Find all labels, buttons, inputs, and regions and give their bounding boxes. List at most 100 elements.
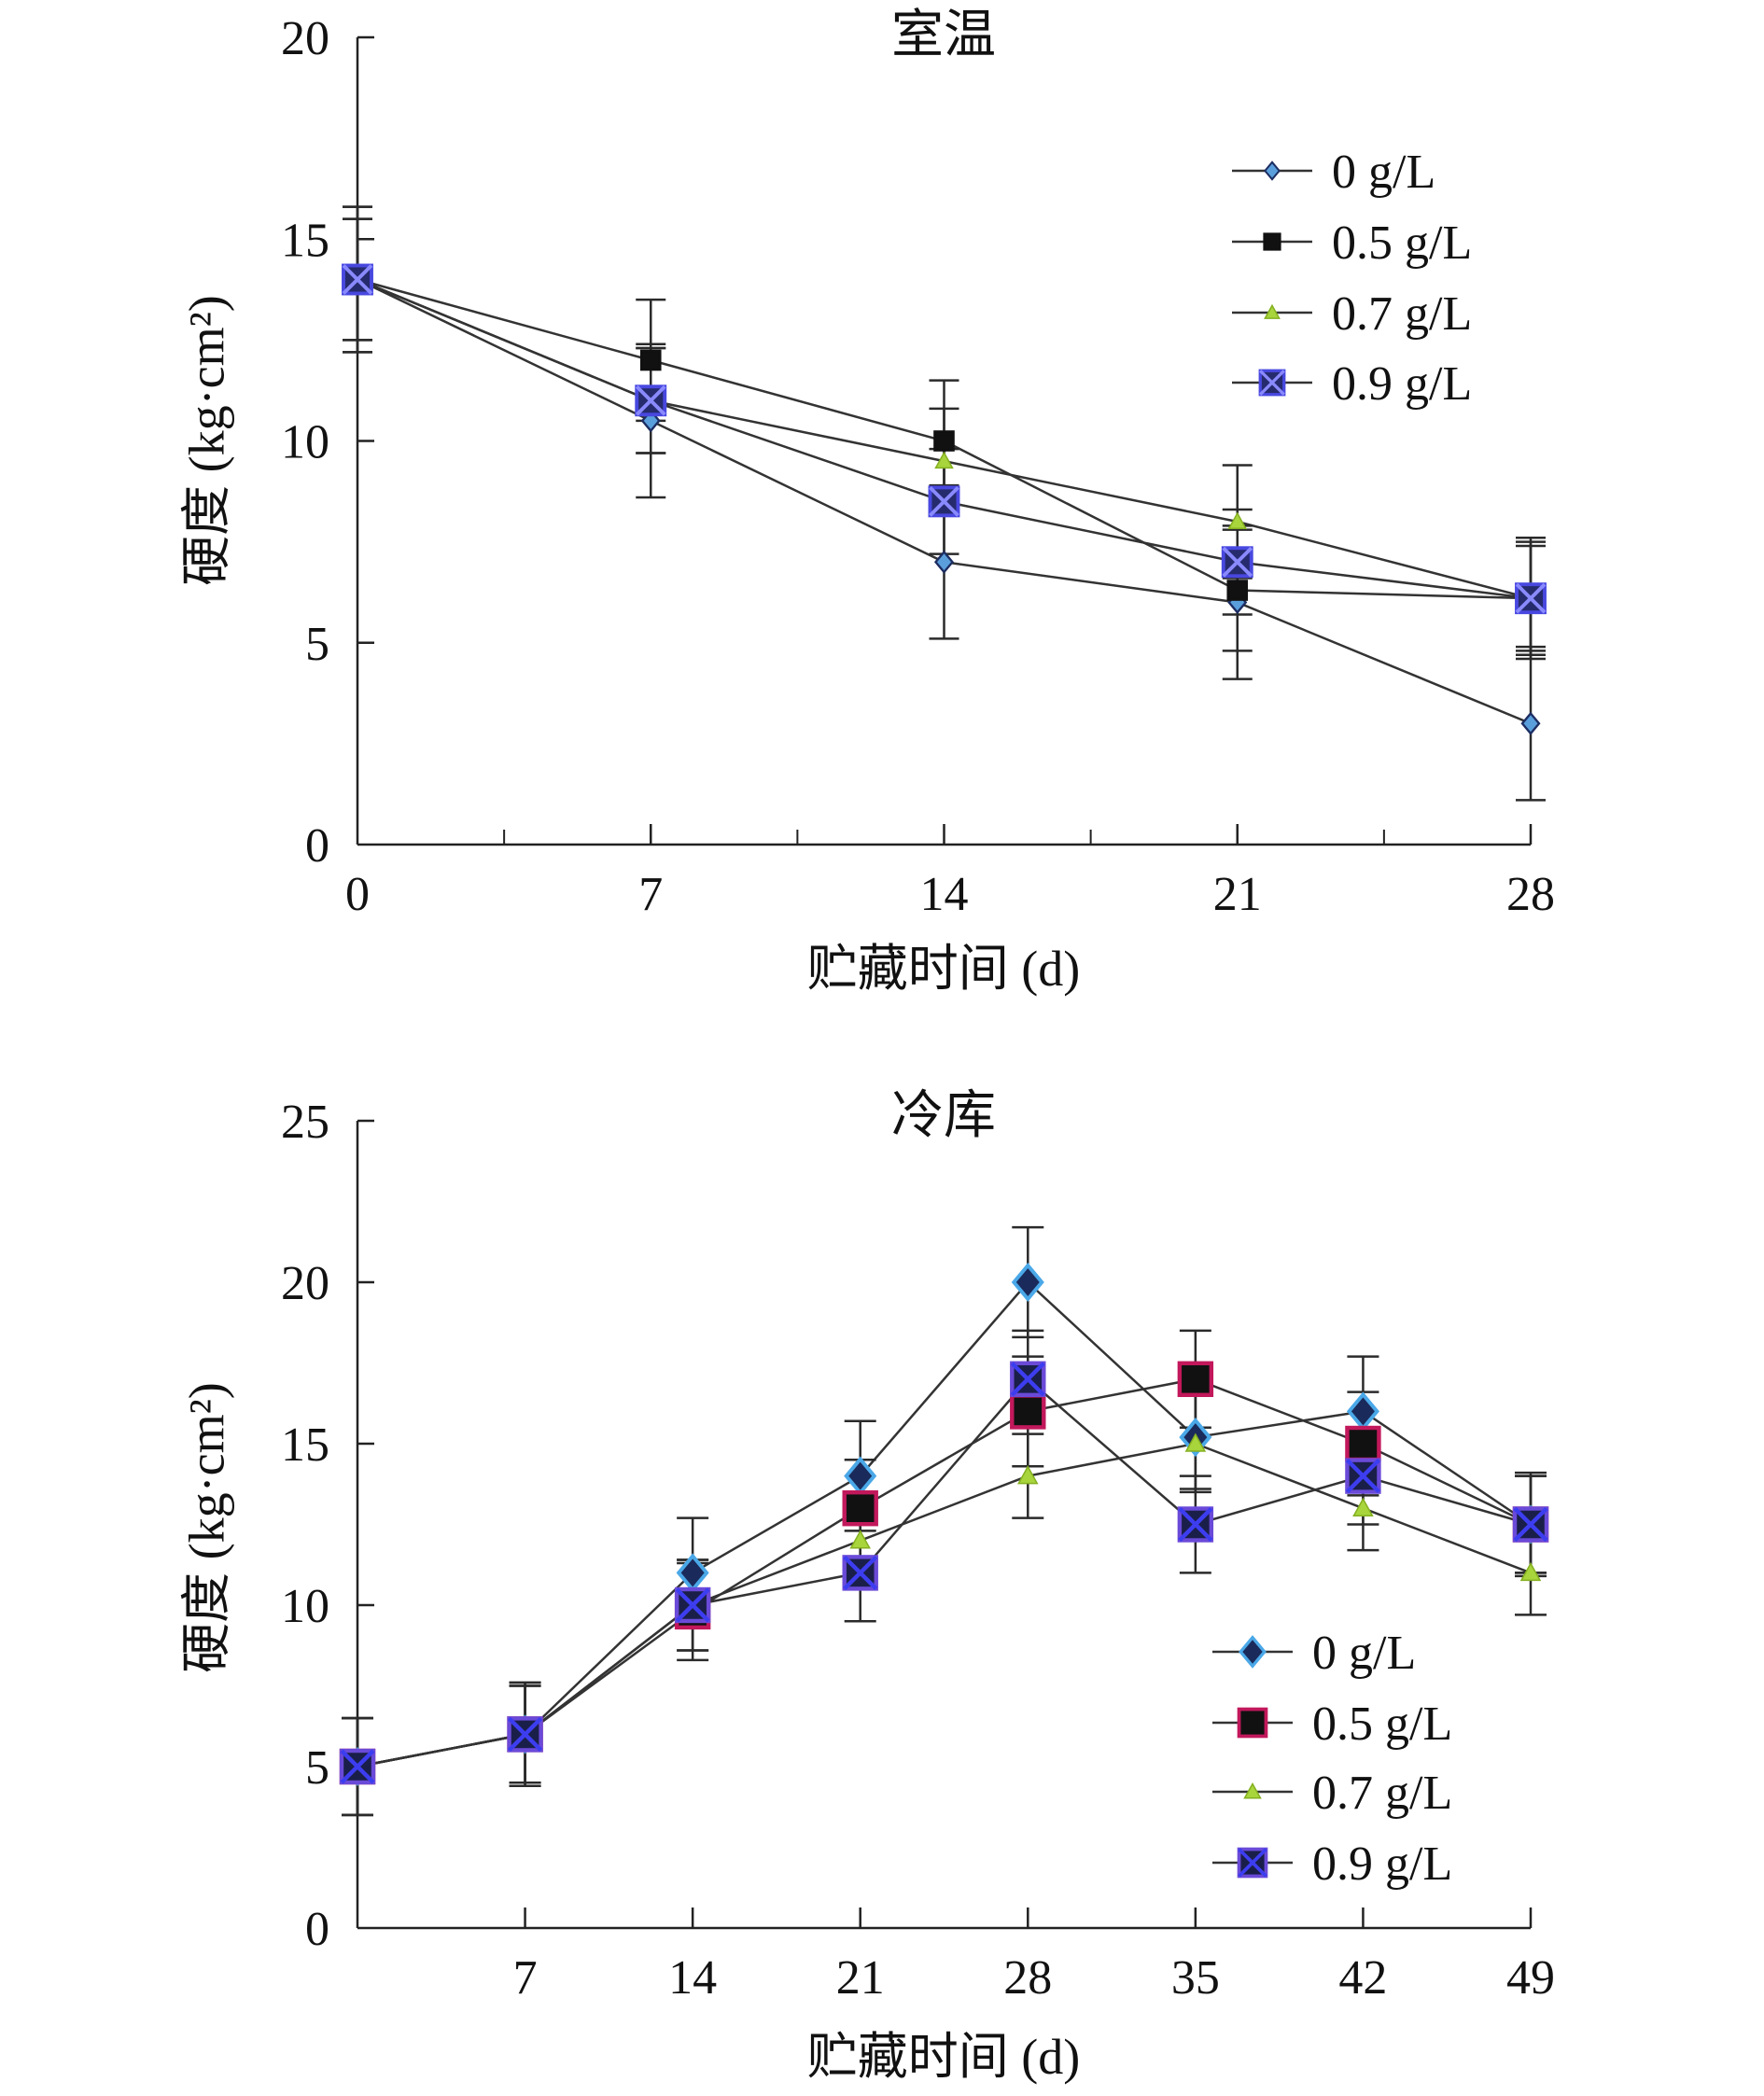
data-point (507, 1716, 543, 1753)
cross-stroke (1010, 1362, 1045, 1397)
square-marker (1345, 1425, 1381, 1462)
cross-stroke (340, 1749, 375, 1784)
x-tick-label: 49 (1506, 1951, 1555, 2005)
data-point (842, 1489, 878, 1527)
cross-stroke (508, 1716, 543, 1752)
data-point (1264, 161, 1281, 181)
y-tick-label: 10 (281, 1580, 329, 1633)
data-point (1184, 1432, 1207, 1452)
triangle-marker (1352, 1497, 1374, 1516)
y-tick-label: 0 (305, 819, 329, 873)
data-point (1226, 580, 1249, 601)
legend: 0 g/L 0.5 g/L 0.7 g/L 0.9 g/L (1212, 1627, 1452, 1891)
data-point (1010, 1393, 1046, 1430)
y-axis-label: 硬度 (kg·cm²) (178, 295, 234, 586)
data-point (933, 430, 955, 452)
x-tick-label: 14 (668, 1951, 717, 2005)
chart-cold-storage: 冷库 贮藏时间 (d) 硬度 (kg·cm²) 0 5 10 15 20 25 7 14 21 2… (178, 1087, 1555, 2085)
square-marker (933, 430, 955, 452)
x-tick-label: 21 (836, 1951, 885, 2005)
x-tick-label: 7 (638, 868, 663, 921)
legend-item: 0.7 g/L (1232, 287, 1472, 341)
legend-item: 0.9 g/L (1232, 357, 1472, 411)
cross-stroke (675, 1587, 710, 1623)
y-axis-label: 硬度 (kg·cm²) (178, 1382, 234, 1673)
square-marker (1237, 1707, 1268, 1739)
plot-area: 0 5 10 15 20 25 7 14 21 28 35 42 49 0 g/L 0.5 g/L 0.7 g… (281, 1096, 1555, 2005)
cross-stroke (1513, 1506, 1548, 1543)
chart-room-temperature: 室温 贮藏时间 (d) 硬度 (kg·cm²) 0 5 10 15 20 0 7 14 21 28… (178, 7, 1555, 997)
data-point (1177, 1361, 1214, 1398)
legend-item: 0 g/L (1212, 1627, 1416, 1680)
cross-stroke (1222, 546, 1253, 578)
diamond-marker (1520, 711, 1541, 735)
data-point (1010, 1361, 1046, 1398)
x-axis-label: 贮藏时间 (d) (807, 2029, 1080, 2085)
data-point (339, 1748, 376, 1785)
legend-label: 0 g/L (1312, 1627, 1416, 1680)
diamond-marker (1346, 1391, 1379, 1432)
square-marker (1177, 1361, 1214, 1398)
data-point (1243, 1782, 1262, 1799)
legend-label: 0.7 g/L (1332, 287, 1472, 341)
y-tick-label: 0 (305, 1903, 329, 1956)
legend-item: 0.9 g/L (1212, 1837, 1452, 1891)
data-point (1239, 1635, 1267, 1669)
diamond-marker (933, 550, 955, 574)
cross-stroke (1515, 582, 1547, 614)
square-marker (639, 349, 662, 371)
diamond-marker (1011, 1262, 1044, 1303)
legend-label: 0.7 g/L (1312, 1767, 1452, 1820)
data-point (842, 1555, 878, 1591)
x-tick-label: 35 (1171, 1951, 1220, 2005)
legend-label: 0.5 g/L (1332, 217, 1472, 270)
triangle-marker (849, 1530, 871, 1549)
data-point (933, 550, 955, 574)
data-point (934, 451, 954, 469)
data-point (849, 1530, 871, 1549)
y-tick-label: 10 (281, 416, 329, 469)
x-tick-label: 28 (1506, 868, 1555, 921)
cross-stroke (635, 384, 666, 416)
x-tick-label: 21 (1213, 868, 1262, 921)
cross-stroke (929, 485, 959, 517)
chart-title: 室温 (891, 7, 996, 64)
x-tick-label: 28 (1003, 1951, 1052, 2005)
triangle-marker (1227, 511, 1248, 529)
cross-stroke (342, 264, 373, 295)
legend-label: 0.5 g/L (1312, 1698, 1452, 1751)
series-line (357, 1280, 1532, 1768)
cross-stroke (843, 1555, 878, 1590)
x-axis-label: 贮藏时间 (d) (807, 941, 1080, 997)
data-point (1345, 1425, 1381, 1462)
y-tick-label: 5 (305, 618, 329, 671)
data-point (1011, 1262, 1044, 1303)
legend-label: 0 g/L (1332, 146, 1435, 199)
cross-stroke (1238, 1848, 1267, 1878)
legend: 0 g/L 0.5 g/L 0.7 g/L 0.9 g/L (1232, 146, 1472, 411)
data-point (1237, 1707, 1268, 1739)
x-tick-label: 7 (513, 1951, 538, 2005)
square-marker (1226, 580, 1249, 601)
y-tick-label: 15 (281, 214, 329, 267)
data-point (1237, 1847, 1268, 1879)
cross-stroke (1345, 1459, 1380, 1494)
legend-item: 0.5 g/L (1232, 217, 1472, 270)
data-point (1263, 232, 1281, 251)
data-point (674, 1586, 711, 1624)
data-point (1520, 711, 1541, 735)
square-marker (1010, 1393, 1046, 1430)
y-tick-label: 20 (281, 1257, 329, 1310)
triangle-marker (1017, 1465, 1039, 1485)
x-tick-label: 42 (1338, 1951, 1387, 2005)
legend-label: 0.9 g/L (1312, 1837, 1452, 1891)
data-point (635, 384, 667, 417)
diamond-marker (1264, 161, 1281, 181)
data-point (1515, 582, 1547, 615)
y-tick-label: 20 (281, 12, 329, 65)
x-tick-label: 0 (345, 868, 370, 921)
square-marker (1263, 232, 1281, 251)
legend-item: 0.7 g/L (1212, 1767, 1452, 1820)
data-point (1227, 511, 1248, 529)
